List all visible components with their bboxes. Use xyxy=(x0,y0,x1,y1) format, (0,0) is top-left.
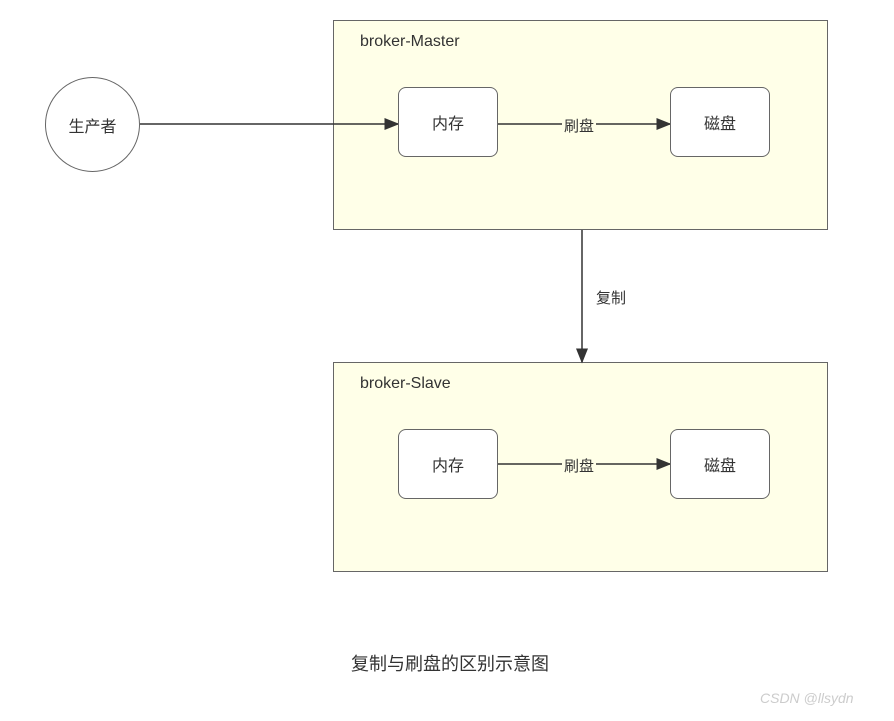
master-disk-label: 磁盘 xyxy=(704,110,736,134)
edge-label-flush-master: 刷盘 xyxy=(562,115,596,136)
master-memory-label: 内存 xyxy=(432,110,464,134)
edge-label-replicate: 复制 xyxy=(594,287,628,308)
master-memory-node: 内存 xyxy=(398,87,498,157)
slave-memory-node: 内存 xyxy=(398,429,498,499)
producer-node: 生产者 xyxy=(45,77,140,172)
broker-master-title: broker-Master xyxy=(360,33,460,51)
slave-disk-label: 磁盘 xyxy=(704,452,736,476)
slave-disk-node: 磁盘 xyxy=(670,429,770,499)
slave-memory-label: 内存 xyxy=(432,452,464,476)
diagram-caption: 复制与刷盘的区别示意图 xyxy=(280,650,620,676)
diagram-canvas: broker-Master broker-Slave 生产者 内存 磁盘 内存 … xyxy=(0,0,894,721)
broker-slave-title: broker-Slave xyxy=(360,375,451,393)
master-disk-node: 磁盘 xyxy=(670,87,770,157)
producer-label: 生产者 xyxy=(68,113,116,137)
edge-label-flush-slave: 刷盘 xyxy=(562,455,596,476)
watermark: CSDN @llsydn xyxy=(760,690,854,706)
